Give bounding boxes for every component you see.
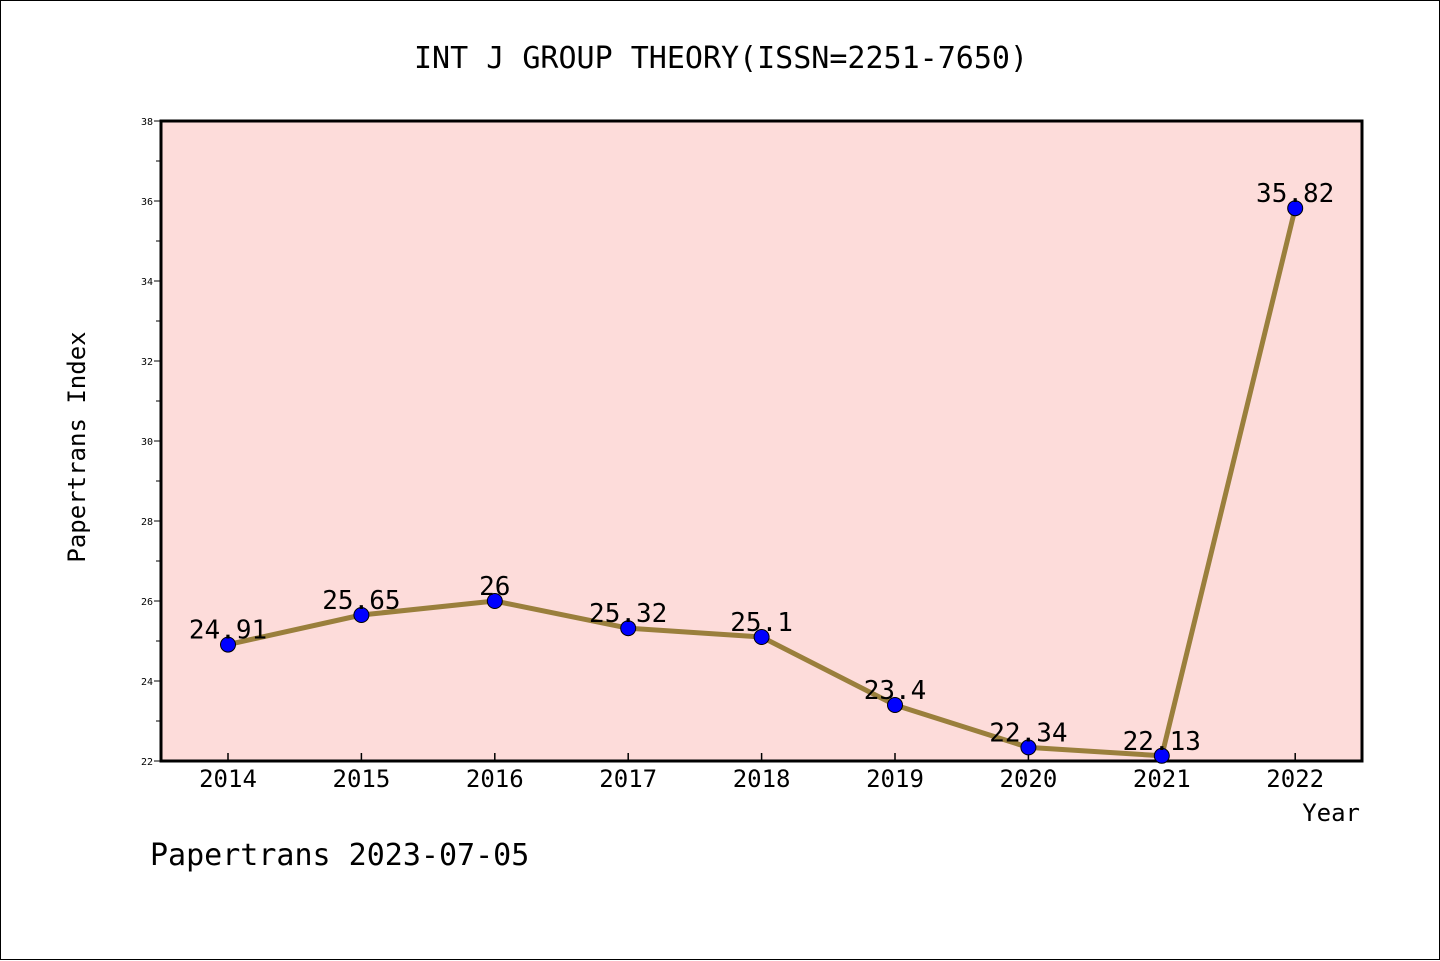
x-tick-label: 2014 [199, 765, 257, 793]
x-tick-label: 2021 [1133, 765, 1191, 793]
data-point [1153, 747, 1170, 764]
chart-title: INT J GROUP THEORY(ISSN=2251-7650) [414, 41, 1028, 76]
data-point [753, 629, 770, 645]
data-point [887, 697, 903, 713]
y-tick-label: 38 [141, 117, 153, 128]
x-tick-label: 2019 [866, 765, 924, 793]
y-tick-label: 32 [141, 357, 153, 368]
y-tick-label: 22 [141, 757, 153, 768]
footer-text: Papertrans 2023-07-05 [150, 838, 529, 873]
plot-area [159, 119, 1364, 763]
data-point [353, 607, 370, 623]
y-tick-label: 24 [141, 677, 153, 688]
x-tick-label: 2015 [333, 765, 391, 793]
series-layer [220, 200, 1304, 764]
data-label: 25.32 [589, 599, 667, 629]
data-label: 22.34 [989, 718, 1067, 748]
data-point [1020, 739, 1037, 756]
data-point [620, 620, 637, 637]
y-tick-label: 36 [141, 197, 153, 208]
x-tick-label: 2020 [1000, 765, 1058, 793]
data-point [220, 636, 236, 653]
data-label-layer: 24.91 25.65 26 25.32 25.1 23.4 22.34 22.13 35.82 [189, 179, 1334, 757]
data-label: 25.1 [730, 608, 793, 638]
data-label: 26 [479, 572, 510, 602]
data-label: 24.91 [189, 616, 267, 646]
data-label: 25.65 [322, 586, 400, 616]
data-label: 35.82 [1256, 179, 1334, 209]
y-tick-label: 30 [141, 437, 153, 448]
data-point [486, 593, 503, 609]
y-tick-label: 28 [141, 517, 153, 528]
x-tick-label: 2022 [1266, 765, 1324, 793]
x-tick-label: 2016 [466, 765, 524, 793]
x-tick-label: 2017 [599, 765, 657, 793]
y-axis-label: Papertrans Index [63, 331, 91, 562]
data-label: 23.4 [864, 676, 927, 706]
y-tick-label: 34 [141, 277, 153, 288]
x-axis-label: Year [1302, 799, 1360, 827]
data-point [1287, 200, 1304, 217]
data-label: 22.13 [1123, 727, 1201, 757]
x-tick-label: 2018 [733, 765, 791, 793]
y-tick-label: 26 [141, 597, 153, 608]
x-axis: 2014 2015 2016 2017 2018 2019 2020 2021 2022 [199, 753, 1324, 793]
y-axis: 22 24 26 28 30 32 34 36 38 [141, 117, 161, 768]
